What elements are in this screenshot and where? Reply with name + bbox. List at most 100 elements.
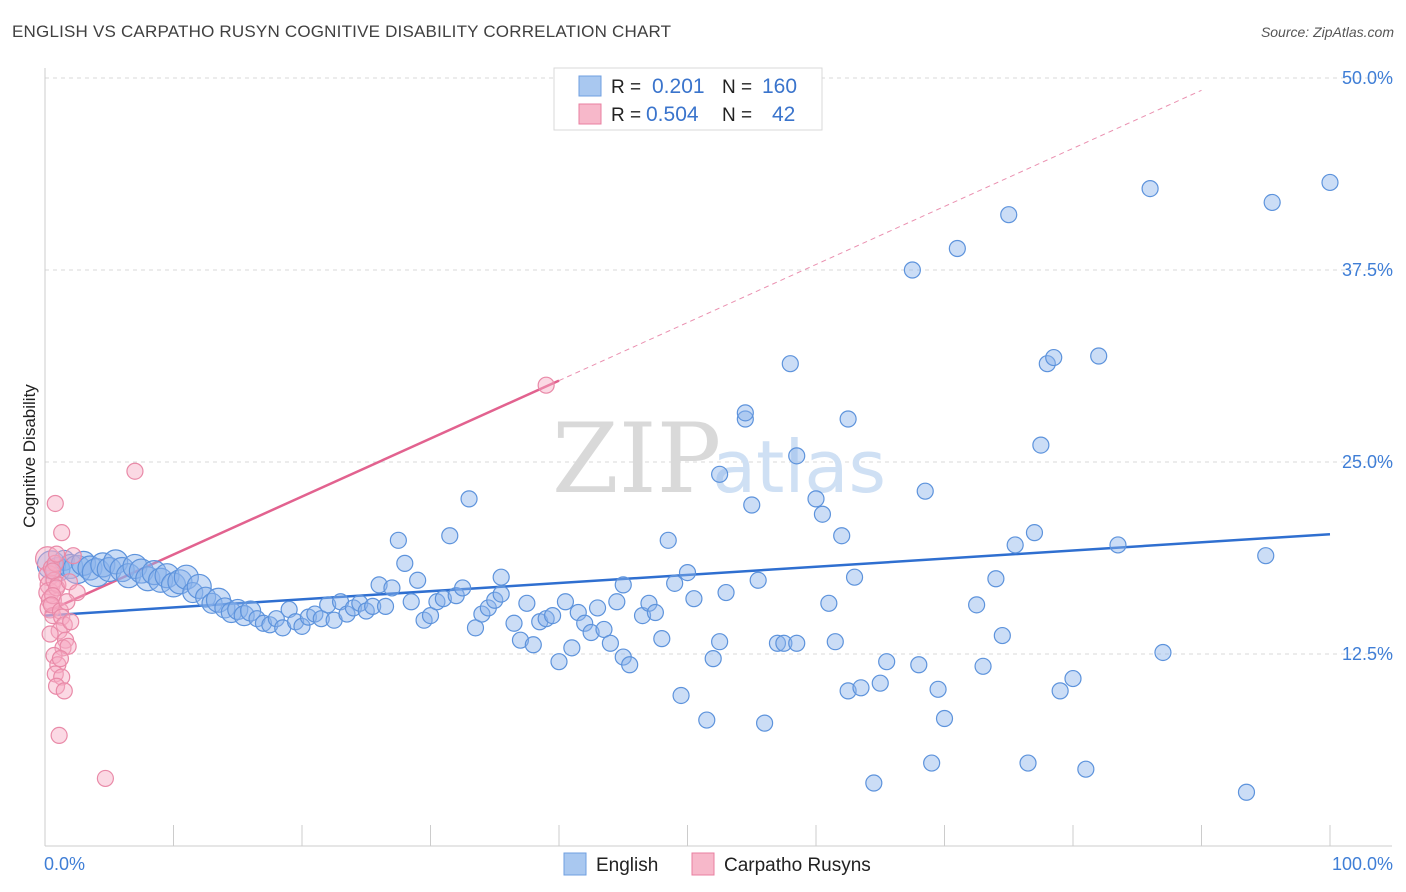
point-english-125 xyxy=(865,774,883,792)
point-carpatho-33 xyxy=(537,376,555,394)
point-english-146 xyxy=(1051,682,1069,700)
point-english-105 xyxy=(711,465,729,483)
point-carpatho-37 xyxy=(58,593,76,611)
point-english-153 xyxy=(1237,783,1256,801)
point-english-86 xyxy=(595,620,613,639)
point-english-94 xyxy=(646,603,664,622)
y-tick-label-3: 50.0% xyxy=(1342,68,1393,88)
point-english-96 xyxy=(659,531,677,549)
point-english-67 xyxy=(473,605,491,623)
point-english-119 xyxy=(826,633,844,651)
point-english-102 xyxy=(711,633,729,651)
point-english-138 xyxy=(993,626,1011,645)
point-english-133 xyxy=(923,754,941,772)
point-carpatho-26 xyxy=(55,682,73,700)
legend-bottom: English Carpatho Rusyns xyxy=(563,852,871,876)
point-english-112 xyxy=(775,634,793,652)
point-english-61 xyxy=(434,590,452,608)
point-english-142 xyxy=(1025,524,1044,542)
point-carpatho-41 xyxy=(44,562,62,580)
point-english-143 xyxy=(1032,436,1050,454)
point-english-134 xyxy=(948,239,966,258)
point-english-116 xyxy=(807,490,825,508)
point-carpatho-14 xyxy=(51,602,70,620)
point-english-12 xyxy=(115,563,142,589)
point-english-137 xyxy=(987,570,1005,588)
point-english-135 xyxy=(968,596,986,614)
data-points xyxy=(34,173,1339,801)
point-english-99 xyxy=(685,590,703,608)
legend-n-label-english: N = xyxy=(722,77,752,98)
point-english-50 xyxy=(364,597,382,615)
x-tick-label-0: 0.0% xyxy=(44,854,85,874)
y-tick-label-0: 12.5% xyxy=(1342,644,1393,664)
point-english-98 xyxy=(678,563,697,582)
point-english-64 xyxy=(454,579,472,597)
point-english-155 xyxy=(1263,193,1281,212)
legend-top: R = 0.201 N = 160 R = 0.504 N = 42 xyxy=(553,67,823,131)
chart-title: ENGLISH VS CARPATHO RUSYN COGNITIVE DISA… xyxy=(12,22,672,41)
point-english-51 xyxy=(370,576,388,594)
legend-top-swatch-english xyxy=(578,75,602,97)
y-tick-label-1: 25.0% xyxy=(1342,452,1393,472)
legend-n-value-carpatho: 42 xyxy=(772,103,795,126)
point-carpatho-40 xyxy=(51,650,70,668)
watermark: ZIP atlas xyxy=(552,403,886,515)
point-english-52 xyxy=(376,597,395,615)
point-english-108 xyxy=(749,571,767,589)
point-english-115 xyxy=(788,447,806,465)
point-english-139 xyxy=(1000,206,1018,224)
point-english-24 xyxy=(195,586,217,608)
watermark-zip: ZIP xyxy=(552,403,721,515)
point-english-93 xyxy=(640,594,658,612)
trend-line-carpatho-extension xyxy=(558,89,1202,382)
point-carpatho-27 xyxy=(46,494,64,513)
point-english-69 xyxy=(486,591,504,609)
point-english-110 xyxy=(755,714,774,732)
point-english-106 xyxy=(736,410,754,428)
point-carpatho-39 xyxy=(41,625,59,643)
point-english-114 xyxy=(781,355,799,373)
point-english-34 xyxy=(261,616,279,634)
point-carpatho-34 xyxy=(64,547,82,565)
point-english-74 xyxy=(518,594,536,612)
point-english-127 xyxy=(878,653,896,671)
legend-bottom-swatch-english[interactable] xyxy=(563,852,587,876)
point-english-46 xyxy=(338,605,356,623)
grid-lines xyxy=(45,77,1392,655)
y-tick-labels: 12.5% 25.0% 37.5% 50.0% xyxy=(1342,68,1393,664)
point-english-95 xyxy=(653,630,671,648)
point-carpatho-38 xyxy=(62,613,80,631)
point-english-123 xyxy=(839,682,857,700)
x-tick-label-1: 100.0% xyxy=(1332,854,1393,874)
point-english-156 xyxy=(1321,173,1339,192)
point-english-18 xyxy=(154,563,180,589)
point-english-104 xyxy=(717,583,735,602)
point-english-78 xyxy=(550,653,568,671)
point-carpatho-29 xyxy=(47,545,66,563)
legend-top-swatch-carpatho xyxy=(578,103,602,125)
point-english-72 xyxy=(505,614,523,632)
axes xyxy=(44,68,1392,847)
point-english-91 xyxy=(614,576,632,594)
point-english-53 xyxy=(383,579,401,597)
point-english-109 xyxy=(736,404,754,422)
y-tick-label-2: 37.5% xyxy=(1342,260,1393,280)
point-english-97 xyxy=(666,574,684,592)
point-english-85 xyxy=(588,599,607,617)
trend-lines xyxy=(44,89,1331,617)
point-english-87 xyxy=(601,634,620,652)
point-english-130 xyxy=(916,482,934,500)
point-english-147 xyxy=(1064,669,1082,688)
point-english-88 xyxy=(608,593,626,611)
point-carpatho-30 xyxy=(50,726,68,745)
point-english-124 xyxy=(852,679,870,697)
point-english-113 xyxy=(788,634,806,652)
point-english-80 xyxy=(556,593,575,611)
point-english-66 xyxy=(466,619,485,637)
point-english-101 xyxy=(698,711,716,729)
point-carpatho-20 xyxy=(59,637,77,655)
point-english-21 xyxy=(173,564,199,590)
point-english-35 xyxy=(267,610,285,628)
legend-bottom-swatch-carpatho[interactable] xyxy=(691,852,715,876)
